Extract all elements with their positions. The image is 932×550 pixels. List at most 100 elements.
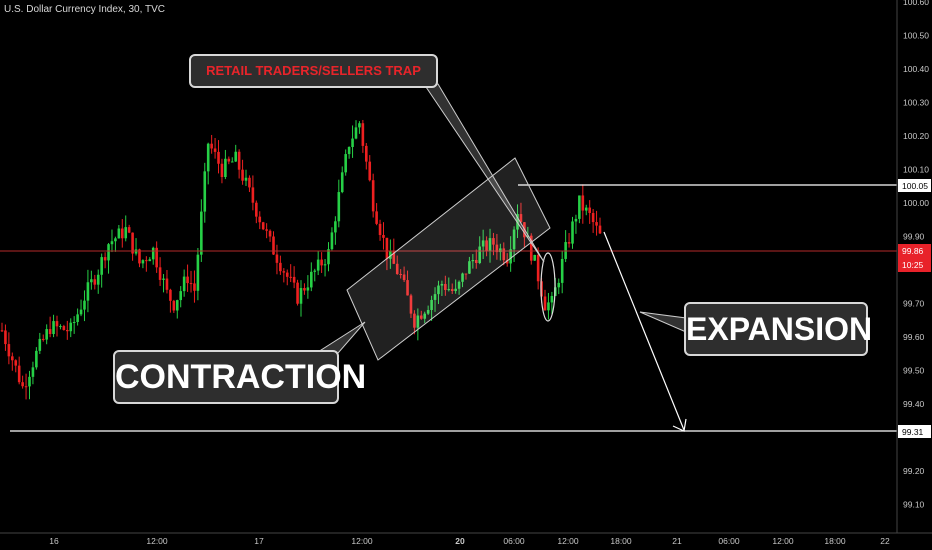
candle: [382, 222, 385, 250]
candle: [375, 203, 378, 226]
candle: [134, 238, 138, 256]
candle: [124, 215, 128, 242]
candle: [447, 277, 451, 292]
price-tick-label: 99.90: [903, 232, 925, 242]
candle: [351, 125, 354, 158]
current-price-badge: 99.86 10:25: [898, 244, 931, 272]
candle: [93, 274, 97, 290]
candle: [389, 239, 392, 269]
candle: [24, 373, 28, 400]
candle: [175, 299, 179, 319]
candle: [402, 266, 406, 282]
candle: [203, 162, 207, 223]
candle: [55, 315, 59, 337]
candle: [368, 155, 372, 182]
candle: [100, 253, 103, 288]
candle: [65, 320, 69, 340]
price-tick-label: 100.60: [903, 0, 929, 7]
candle: [502, 242, 506, 266]
candle: [471, 254, 475, 269]
candle: [316, 251, 320, 276]
svg-text:99.86: 99.86: [902, 246, 924, 256]
candle: [145, 256, 148, 272]
price-tick-label: 99.10: [903, 500, 925, 510]
candle: [230, 157, 234, 163]
price-axis[interactable]: 100.60 100.50 100.40 100.30 100.20 100.10 100.…: [903, 0, 929, 510]
candle: [141, 259, 145, 269]
candle: [131, 232, 134, 261]
candle: [499, 243, 502, 261]
candle: [213, 137, 217, 159]
candle: [138, 248, 141, 268]
candle: [364, 143, 368, 170]
candle: [279, 255, 282, 275]
candle: [574, 214, 578, 234]
candle: [378, 219, 382, 241]
price-tick-label: 100.10: [903, 165, 929, 175]
candle: [519, 202, 523, 224]
candle: [327, 242, 330, 272]
candle: [371, 173, 375, 218]
candle: [182, 269, 186, 297]
expansion-arrow: [603, 231, 687, 432]
candle: [385, 237, 389, 271]
candle: [454, 279, 457, 294]
candle: [220, 158, 224, 184]
candle: [21, 375, 24, 389]
candle: [533, 254, 537, 261]
price-tick-label: 100.50: [903, 31, 929, 41]
candle: [244, 169, 248, 186]
candle: [560, 251, 564, 294]
expansion-pointer: [639, 311, 687, 333]
candle: [4, 324, 7, 351]
support-price-badge: 99.31: [898, 425, 931, 438]
candle: [303, 283, 306, 295]
candle: [275, 244, 279, 275]
candle: [564, 230, 567, 263]
candle: [59, 324, 62, 330]
candle: [323, 259, 327, 277]
candle: [440, 280, 444, 297]
candle: [581, 184, 585, 224]
candle: [457, 280, 461, 295]
candle: [450, 283, 454, 295]
candle: [234, 144, 238, 162]
trap-callout: RETAIL TRADERS/SELLERS TRAP: [189, 54, 438, 88]
candle: [227, 156, 231, 165]
candle: [69, 318, 73, 338]
candle: [285, 269, 289, 286]
candle: [334, 216, 337, 245]
candle: [200, 199, 203, 262]
candle: [282, 268, 286, 283]
candle: [571, 216, 574, 249]
resistance-price-badge: 100.05: [898, 179, 931, 192]
candle: [151, 246, 155, 265]
candle: [468, 256, 471, 275]
candle: [433, 287, 437, 312]
candle: [419, 310, 423, 320]
candle: [547, 292, 550, 320]
candle: [110, 229, 114, 253]
candle: [0, 322, 4, 333]
time-axis[interactable]: 16 12:00 17 12:00 20 06:00 12:00 18:00 21 06:00 12…: [49, 536, 890, 546]
candle: [591, 209, 595, 233]
candle: [437, 280, 440, 305]
candle: [28, 370, 31, 400]
candle: [14, 359, 18, 373]
candle: [224, 149, 227, 180]
time-tick-label: 12:00: [557, 536, 579, 546]
candle: [481, 229, 485, 260]
candle: [210, 134, 213, 154]
price-tick-label: 100.30: [903, 98, 929, 108]
candle: [340, 166, 344, 194]
time-tick-label: 18:00: [610, 536, 632, 546]
candle: [83, 290, 86, 322]
candle: [595, 210, 598, 236]
candle: [45, 324, 48, 345]
candle: [505, 253, 509, 267]
candle: [416, 308, 420, 341]
candle: [347, 146, 351, 159]
candle: [241, 159, 244, 185]
chart-title: U.S. Dollar Currency Index, 30, TVC: [4, 4, 165, 15]
